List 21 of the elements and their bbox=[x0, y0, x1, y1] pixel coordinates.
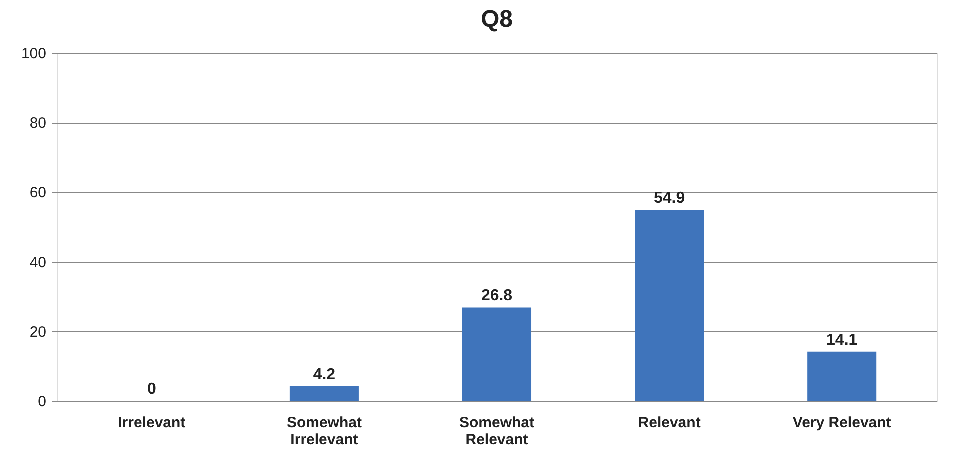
data-label: 4.2 bbox=[313, 366, 336, 384]
bar bbox=[462, 308, 532, 401]
bar bbox=[290, 386, 359, 401]
x-tick-label: Very Relevant bbox=[792, 414, 892, 432]
y-tick-label: 20 bbox=[30, 324, 46, 341]
data-label: 0 bbox=[147, 381, 156, 398]
data-label: 54.9 bbox=[654, 190, 686, 207]
bar bbox=[808, 352, 877, 401]
chart-title: Q8 bbox=[480, 6, 514, 33]
x-tick-label: Somewhat Irrelevant bbox=[286, 414, 362, 448]
x-tick-label: Relevant bbox=[638, 414, 701, 432]
x-tick-label: Somewhat Relevant bbox=[459, 414, 535, 448]
x-tick-label: Irrelevant bbox=[118, 414, 186, 432]
y-tick-label: 60 bbox=[30, 184, 46, 202]
y-tick-label: 0 bbox=[38, 394, 46, 410]
data-label: 26.8 bbox=[481, 288, 513, 305]
bar bbox=[635, 210, 704, 401]
data-label: 14.1 bbox=[826, 332, 858, 349]
y-tick-label: 80 bbox=[30, 115, 46, 132]
y-tick-label: 100 bbox=[21, 46, 46, 62]
y-tick-label: 40 bbox=[30, 254, 46, 272]
